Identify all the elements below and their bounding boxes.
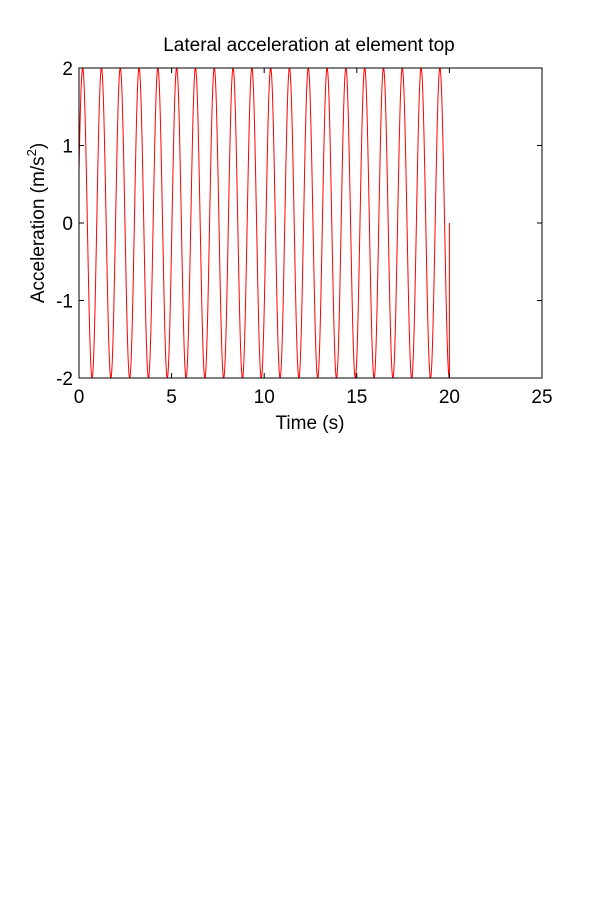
y-axis-label-main: Acceleration (m/s (28, 156, 49, 303)
x-tick-label: 20 (439, 387, 460, 408)
y-tick-label: -1 (56, 292, 73, 313)
y-tick-label: 1 (62, 137, 73, 158)
x-tick-label: 5 (166, 387, 177, 408)
x-tick-label: 15 (346, 387, 367, 408)
x-tick-label: 0 (74, 387, 85, 408)
x-tick-label: 10 (254, 387, 275, 408)
y-tick-label: 0 (62, 214, 73, 235)
x-axis-label: Time (s) (276, 413, 345, 434)
y-axis-label-close: ) (28, 143, 49, 149)
y-tick-label: 2 (62, 59, 73, 80)
y-tick-label: -2 (56, 369, 73, 390)
chart-title: Lateral acceleration at element top (163, 35, 455, 56)
x-tick-label: 25 (531, 387, 552, 408)
y-axis-label-superscript: 2 (24, 149, 39, 156)
y-axis-label: Acceleration (m/s2) (24, 143, 49, 303)
tick-layer: 0 5 10 15 20 25 -2 -1 0 1 2 (56, 59, 552, 408)
series-layer (79, 68, 450, 378)
acceleration-series-line (79, 68, 450, 378)
